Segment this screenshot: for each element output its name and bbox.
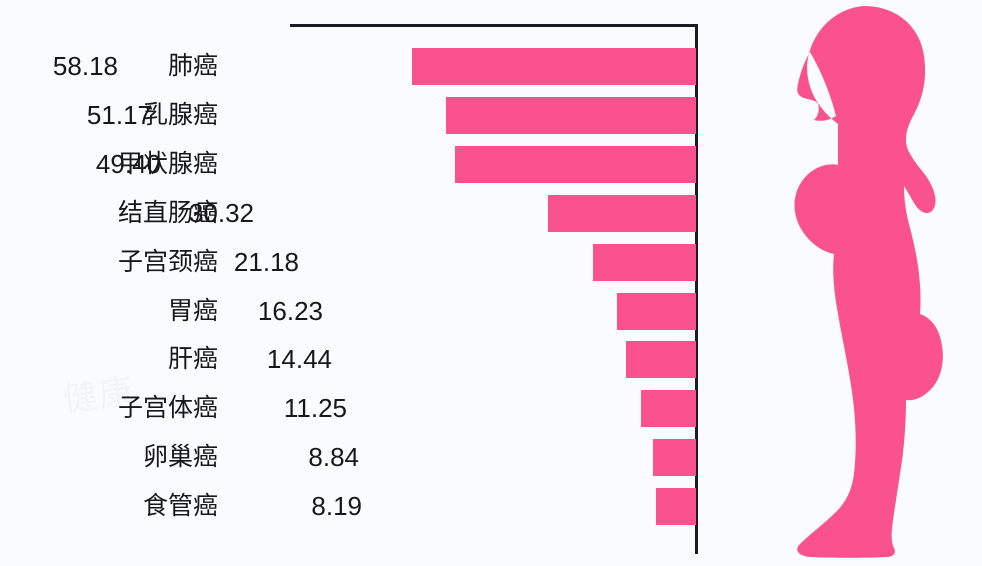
bar — [617, 293, 696, 330]
bar-value-label: 49.40 — [95, 149, 161, 179]
bar — [446, 97, 696, 134]
category-label: 甲状腺癌 — [117, 150, 218, 178]
bar — [626, 341, 696, 378]
bar-row: 卵巢癌 8.84 — [0, 439, 698, 476]
bar-row: 子宫体癌 11.25 — [0, 390, 698, 427]
category-label: 食管癌 — [142, 492, 218, 520]
chart-top-axis-line — [290, 24, 698, 27]
bar-value-label: 8.84 — [308, 442, 359, 472]
bar-row: 子宫颈癌 21.18 — [0, 244, 698, 281]
bar-value-label: 8.19 — [311, 491, 362, 521]
bar-row: 甲状腺癌 49.40 — [0, 146, 698, 183]
bar-value-label: 30.32 — [188, 198, 254, 228]
bar — [653, 439, 696, 476]
bar — [412, 48, 696, 85]
category-label: 肺癌 — [167, 52, 218, 80]
bar-value-label: 11.25 — [283, 393, 347, 423]
bar — [656, 488, 696, 525]
category-label: 结直肠癌 — [117, 199, 218, 227]
bar-row: 胃癌 16.23 — [0, 293, 698, 330]
bar-value-label: 16.23 — [257, 296, 323, 326]
bar-row: 肺癌 58.18 — [0, 48, 698, 85]
bar-row: 食管癌 8.19 — [0, 488, 698, 525]
bar — [641, 390, 696, 427]
chart-right-axis-line — [695, 24, 698, 554]
bar-row: 肝癌 14.44 — [0, 341, 698, 378]
bar — [548, 195, 696, 232]
category-label: 子宫体癌 — [117, 394, 218, 422]
bar-value-label: 14.44 — [266, 344, 332, 374]
category-label: 卵巢癌 — [142, 443, 218, 471]
category-label: 胃癌 — [167, 297, 218, 325]
bar-value-label: 51.17 — [86, 100, 152, 130]
category-label: 子宫颈癌 — [117, 248, 218, 276]
category-label: 肝癌 — [167, 345, 218, 373]
bar-value-label: 21.18 — [233, 247, 299, 277]
bar-row: 结直肠癌 30.32 — [0, 195, 698, 232]
bar — [455, 146, 696, 183]
bar-value-label: 58.18 — [52, 51, 118, 81]
bar-row: 乳腺癌 51.17 — [0, 97, 698, 134]
category-label: 乳腺癌 — [142, 101, 218, 129]
female-silhouette-icon — [794, 6, 943, 558]
bar — [593, 244, 696, 281]
